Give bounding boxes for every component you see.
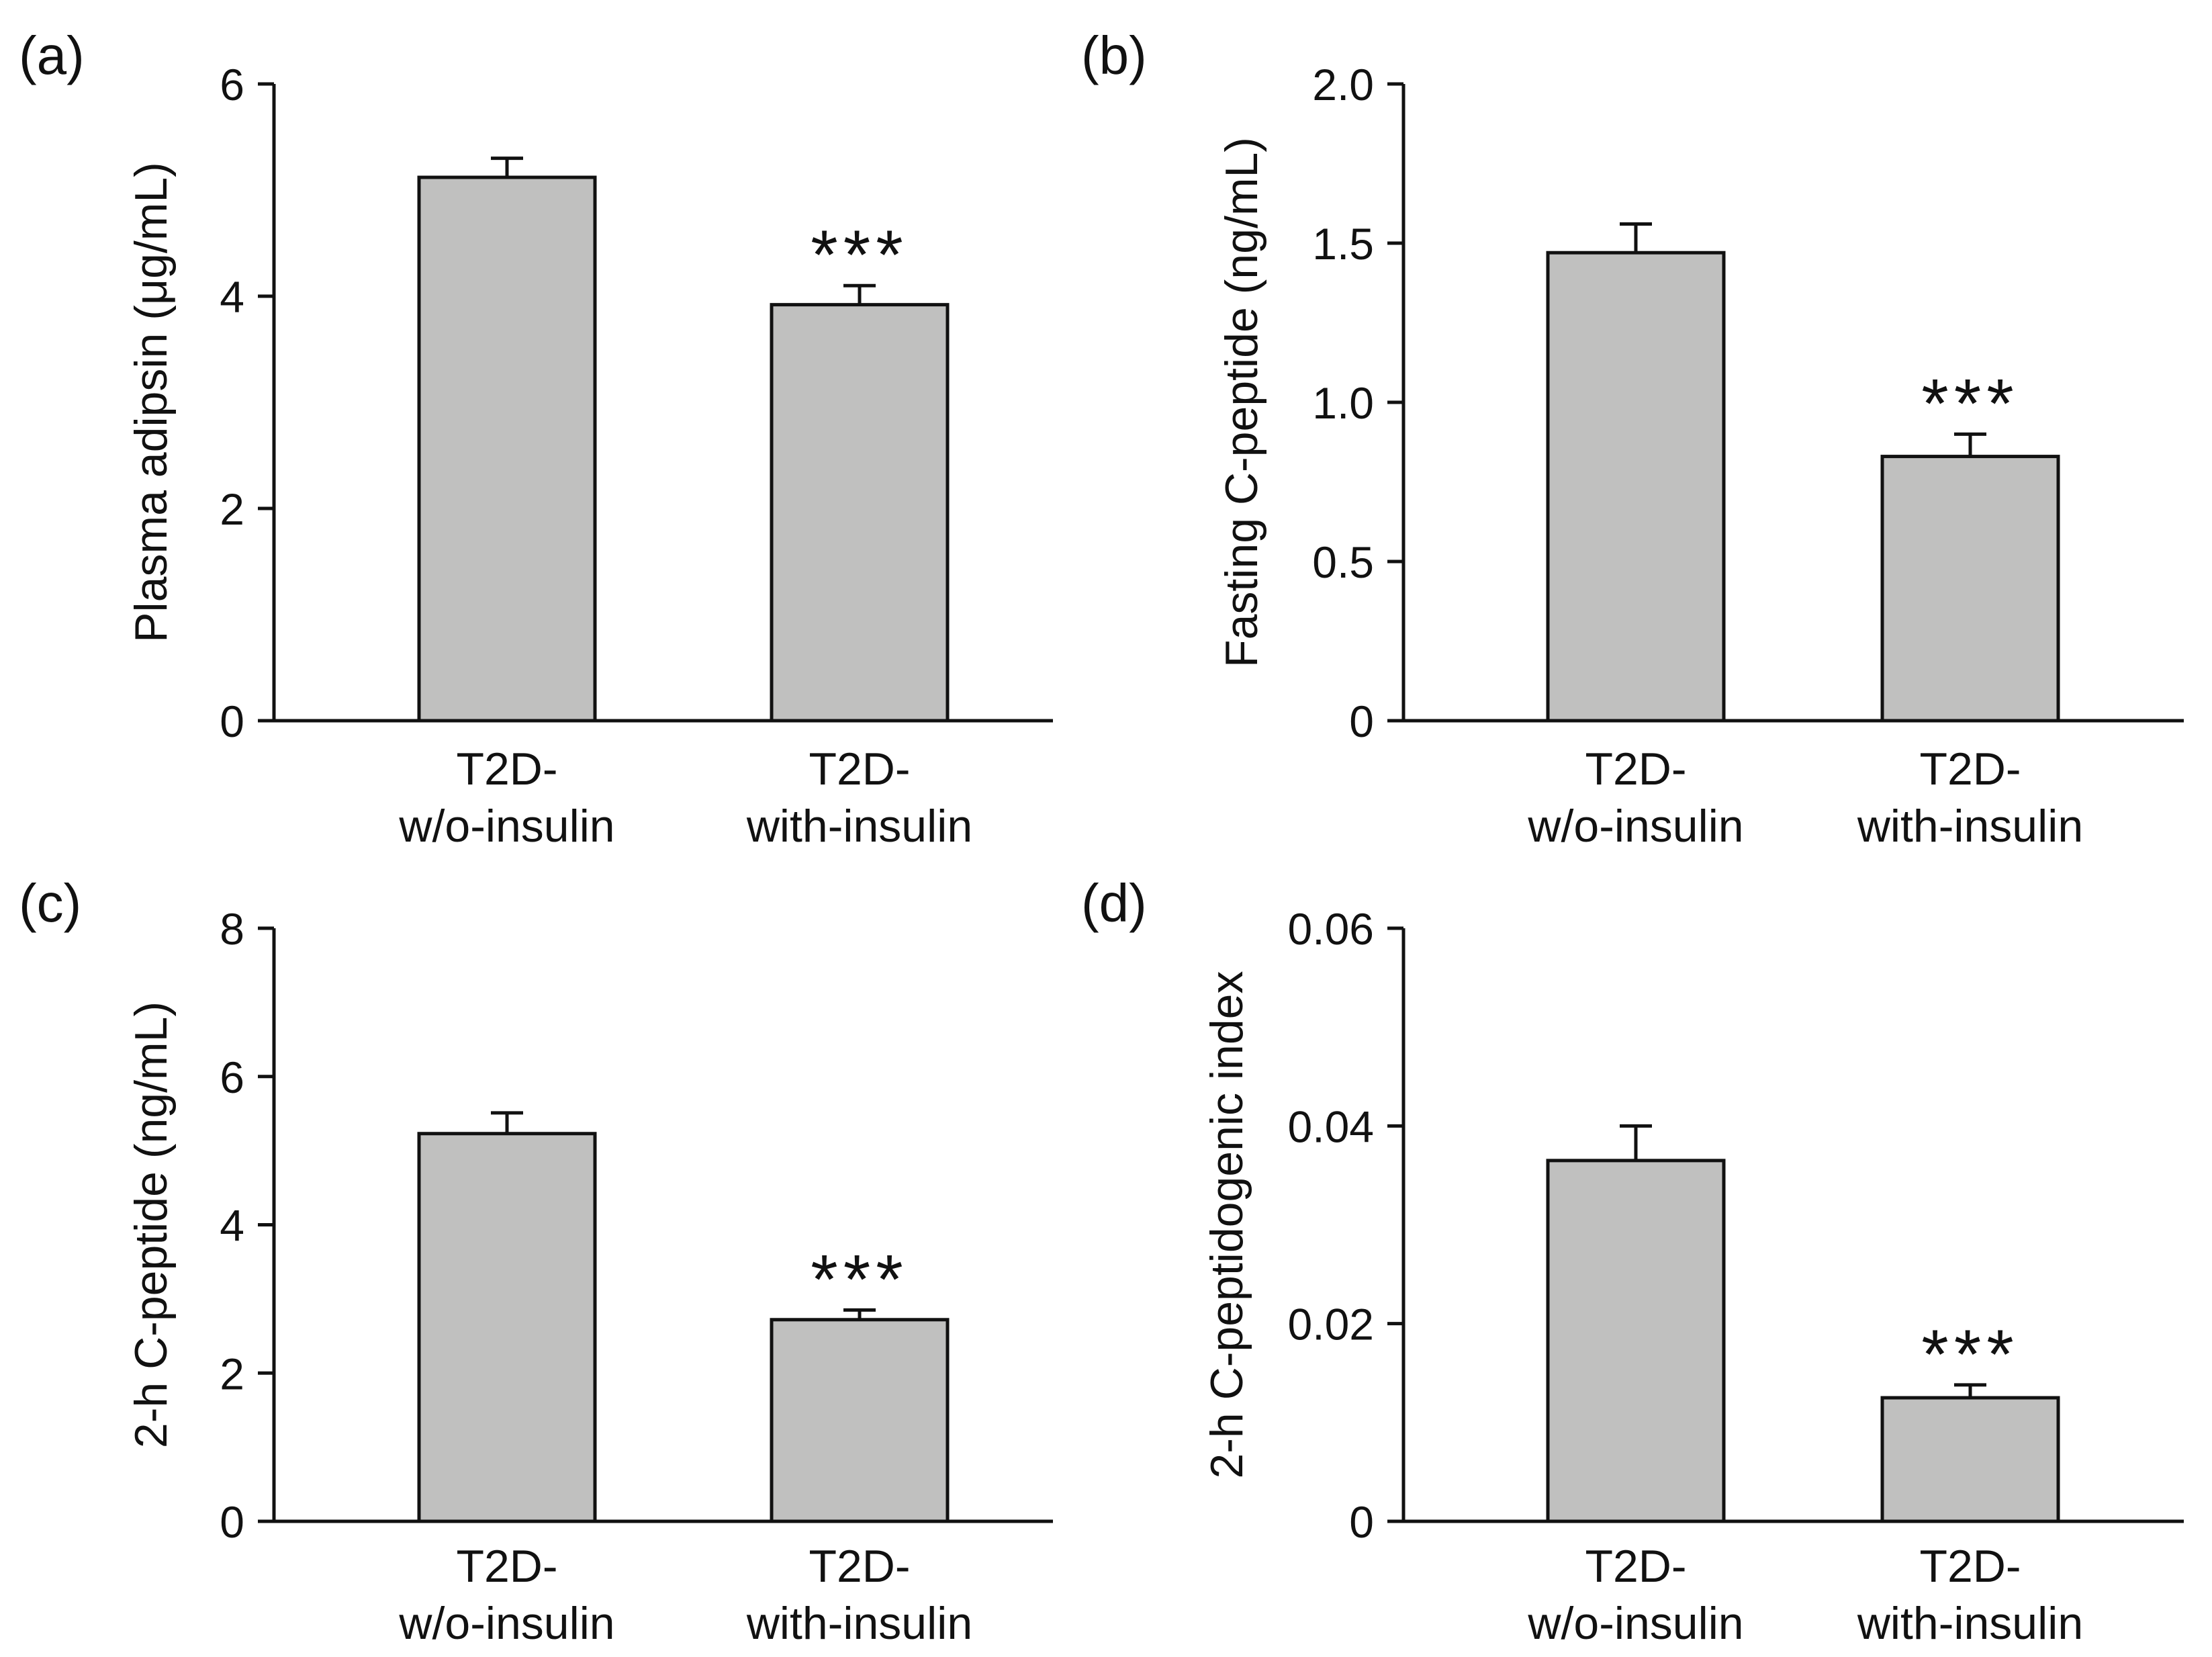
y-tick-label: 0.04: [1288, 1102, 1374, 1151]
panel-label: (c): [19, 873, 81, 933]
bar: [417, 1132, 597, 1523]
x-tick-label: w/o-insulin: [1527, 801, 1743, 852]
y-axis-title: Plasma adipsin (μg/mL): [126, 162, 177, 643]
y-tick-label: 4: [220, 1201, 244, 1251]
bar: [1880, 455, 2060, 723]
panel-label: (a): [19, 26, 85, 85]
significance-mark: ***: [811, 216, 908, 294]
y-tick-label: 0.06: [1288, 904, 1374, 954]
significance-mark: ***: [1921, 1316, 2019, 1394]
bar: [417, 175, 597, 723]
x-tick-label: with-insulin: [746, 801, 972, 852]
y-tick-label: 0.5: [1312, 537, 1374, 587]
chart-panel-b: (b) 0 0.5 1.0 1.5 2.0 Fasting C-peptide (ng/mL…: [1081, 26, 2184, 852]
bar: [1546, 1159, 1726, 1523]
x-tick-label: T2D-: [1919, 1541, 2021, 1592]
y-tick-label: 0: [220, 1497, 244, 1547]
x-tick-label: w/o-insulin: [1527, 1598, 1743, 1649]
panel-label: (b): [1081, 26, 1147, 85]
x-tick-label: T2D-: [456, 1541, 557, 1592]
bar: [1880, 1396, 2060, 1523]
bar: [770, 1318, 950, 1523]
y-axis-title: 2-h C-peptidogenic index: [1201, 971, 1252, 1478]
y-tick-label: 2: [220, 484, 244, 534]
y-tick-label: 0: [1349, 697, 1374, 746]
y-tick-label: 0.02: [1288, 1300, 1374, 1349]
y-tick-label: 0: [220, 697, 244, 746]
y-tick-label: 1.0: [1312, 378, 1374, 428]
y-tick-label: 6: [220, 1053, 244, 1102]
y-tick-label: 1.5: [1312, 219, 1374, 269]
y-tick-label: 8: [220, 904, 244, 954]
x-tick-label: T2D-: [1585, 1541, 1686, 1592]
bar: [770, 303, 950, 723]
significance-mark: ***: [1921, 365, 2019, 443]
y-tick-label: 6: [220, 60, 244, 109]
x-tick-label: w/o-insulin: [398, 801, 614, 852]
panel-label: (d): [1081, 873, 1147, 933]
y-tick-label: 4: [220, 272, 244, 322]
x-tick-label: T2D-: [1919, 744, 2021, 795]
x-tick-label: with-insulin: [1857, 1598, 2083, 1649]
y-axis-title: Fasting C-peptide (ng/mL): [1216, 137, 1267, 668]
x-tick-label: w/o-insulin: [398, 1598, 614, 1649]
bar: [1546, 251, 1726, 723]
y-axis-title: 2-h C-peptide (ng/mL): [126, 1001, 177, 1448]
chart-panel-d: (d) 0 0.02 0.04 0.06 2-h C-peptidogenic index…: [1081, 873, 2184, 1649]
x-tick-label: T2D-: [1585, 744, 1686, 795]
chart-panel-c: (c) 0 2 4 6 8 2-h C-peptide (ng/mL) T2D-w/o-ins…: [19, 873, 1053, 1649]
x-tick-label: T2D-: [809, 1541, 910, 1592]
y-tick-label: 2.0: [1312, 60, 1374, 109]
x-tick-label: T2D-: [456, 744, 557, 795]
x-tick-label: T2D-: [809, 744, 910, 795]
x-tick-label: with-insulin: [1857, 801, 2083, 852]
y-tick-label: 0: [1349, 1497, 1374, 1547]
y-tick-label: 2: [220, 1349, 244, 1398]
x-tick-label: with-insulin: [746, 1598, 972, 1649]
chart-panel-a: (a) 0 2 4 6 Plasma adipsin (μg/mL) T2D-w/o-ins…: [19, 26, 1053, 852]
significance-mark: ***: [811, 1241, 908, 1318]
